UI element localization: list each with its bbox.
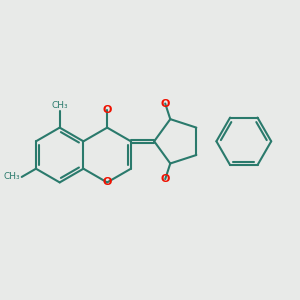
Text: O: O [160,174,170,184]
Text: O: O [160,98,170,109]
Text: O: O [103,105,112,115]
Text: O: O [103,177,112,188]
Text: CH₃: CH₃ [51,101,68,110]
Text: CH₃: CH₃ [4,172,20,182]
